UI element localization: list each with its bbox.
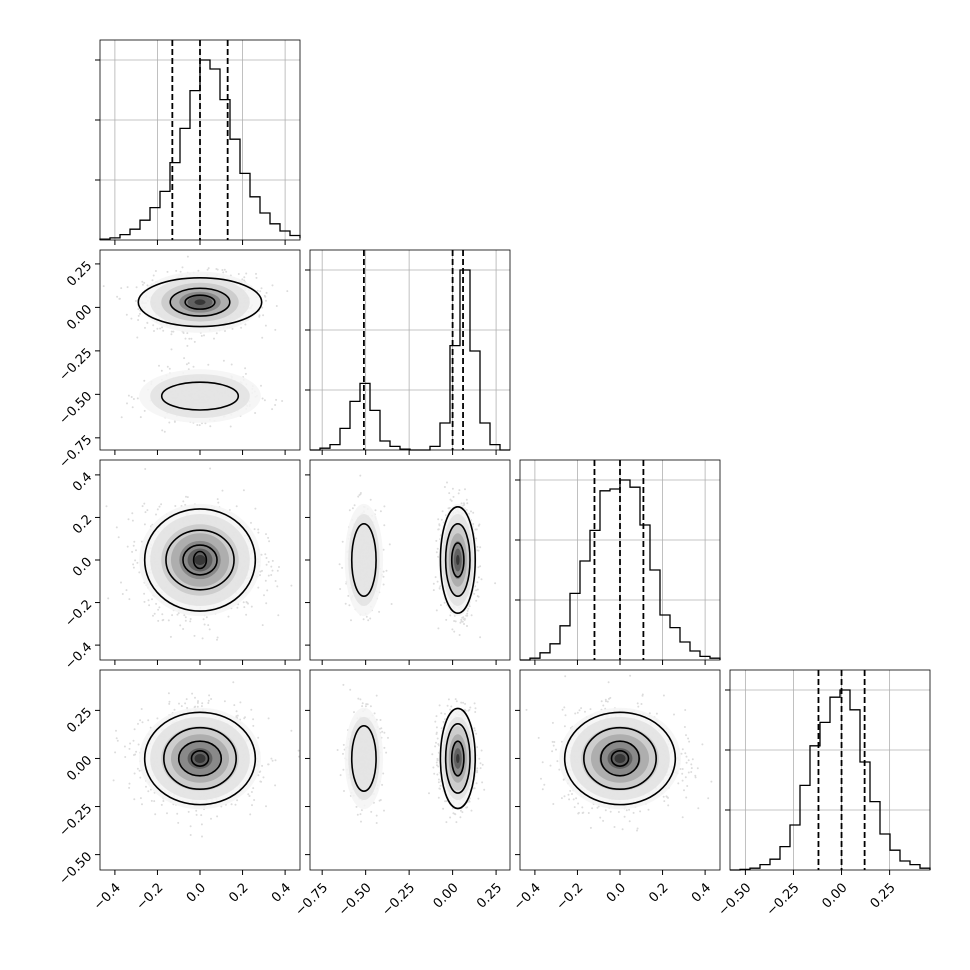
y-tick-label: 0.2: [70, 512, 95, 537]
x-tick-label: −0.25: [764, 880, 803, 919]
contour-line: [163, 726, 237, 791]
density-fill: [456, 753, 460, 764]
contour-line: [169, 287, 231, 317]
contour-line: [190, 749, 210, 767]
contour-line: [143, 508, 257, 612]
contour-line: [182, 544, 218, 576]
density-fill: [150, 374, 250, 418]
x-tick-label: −0.4: [511, 880, 544, 913]
contour-line: [610, 749, 630, 767]
hist-panel-1: [305, 249, 511, 455]
density-fill: [348, 514, 380, 606]
y-tick-label: −0.25: [57, 801, 96, 840]
y-tick-label: 0.00: [64, 753, 95, 784]
density-panel-2-3: [515, 669, 721, 875]
density-panel-0-1: [95, 249, 301, 455]
panel-frame: [309, 669, 511, 871]
density-fill: [614, 753, 626, 764]
density-fill: [348, 716, 380, 800]
y-tick-label: 0.4: [70, 470, 95, 495]
density-fill: [456, 554, 460, 566]
x-tick-label: 0.25: [474, 880, 505, 911]
contour-line: [583, 726, 657, 791]
panel-frame: [99, 669, 301, 871]
contour-line: [160, 381, 240, 411]
y-tick-label: −0.4: [62, 640, 95, 673]
contour-line: [137, 277, 263, 328]
contour-line: [165, 529, 235, 591]
y-tick-label: 0.25: [64, 259, 95, 290]
y-tick-label: −0.2: [62, 597, 95, 630]
hist-panel-0: [95, 39, 301, 245]
x-tick-label: 0.25: [868, 880, 899, 911]
panel-frame: [99, 459, 301, 661]
histogram-step: [730, 689, 931, 871]
x-tick-label: −0.75: [292, 880, 331, 919]
y-tick-label: −0.50: [57, 849, 96, 888]
panel-frame: [729, 669, 931, 871]
contour-line: [184, 294, 216, 310]
x-tick-label: 0.2: [646, 880, 671, 905]
hist-panel-2: [515, 459, 721, 665]
x-tick-label: 0.4: [269, 880, 294, 905]
x-tick-label: 0.00: [820, 880, 851, 911]
panel-frame: [309, 249, 511, 451]
x-tick-label: 0.0: [184, 880, 209, 905]
density-fill: [194, 753, 206, 764]
density-panel-0-3: [95, 669, 301, 875]
contour-line: [444, 523, 471, 597]
contour-line: [350, 724, 377, 792]
x-tick-label: −0.50: [336, 880, 375, 919]
contour-line: [177, 740, 223, 777]
contour-line: [350, 523, 377, 597]
histogram-step: [310, 269, 510, 451]
x-tick-label: −0.2: [134, 880, 167, 913]
density-panel-1-2: [305, 459, 511, 665]
y-tick-label: 0.00: [64, 302, 95, 333]
x-tick-label: −0.25: [379, 880, 418, 919]
contour-line: [600, 740, 640, 777]
contour-line: [192, 550, 208, 570]
contour-line: [450, 740, 465, 777]
y-tick-label: 0.0: [70, 555, 95, 580]
density-panel-1-3: [305, 669, 511, 875]
contour-line: [439, 707, 477, 810]
density-panel-0-2: [95, 459, 301, 665]
y-tick-label: 0.25: [64, 705, 95, 736]
x-tick-label: 0.2: [226, 880, 251, 905]
density-fill: [194, 554, 206, 566]
x-tick-label: 0.4: [689, 880, 714, 905]
histogram-step: [99, 59, 301, 240]
x-tick-label: −0.4: [91, 880, 124, 913]
y-tick-label: −0.25: [57, 346, 96, 385]
panel-frame: [309, 459, 511, 661]
contour-line: [450, 542, 465, 578]
panel-frame: [99, 39, 301, 241]
contour-line: [143, 711, 257, 806]
panel-frame: [519, 459, 721, 661]
y-tick-label: −0.75: [57, 433, 96, 472]
panel-frame: [99, 249, 301, 451]
hist-panel-3: [725, 669, 931, 875]
x-tick-label: 0.00: [431, 880, 462, 911]
x-tick-label: −0.2: [554, 880, 587, 913]
contour-line: [444, 723, 471, 794]
x-tick-label: −0.50: [716, 880, 755, 919]
x-tick-label: 0.0: [604, 880, 629, 905]
contour-line: [563, 711, 677, 806]
panel-frame: [519, 669, 721, 871]
contour-line: [439, 506, 477, 614]
density-fill: [194, 299, 206, 305]
y-tick-label: −0.50: [57, 389, 96, 428]
